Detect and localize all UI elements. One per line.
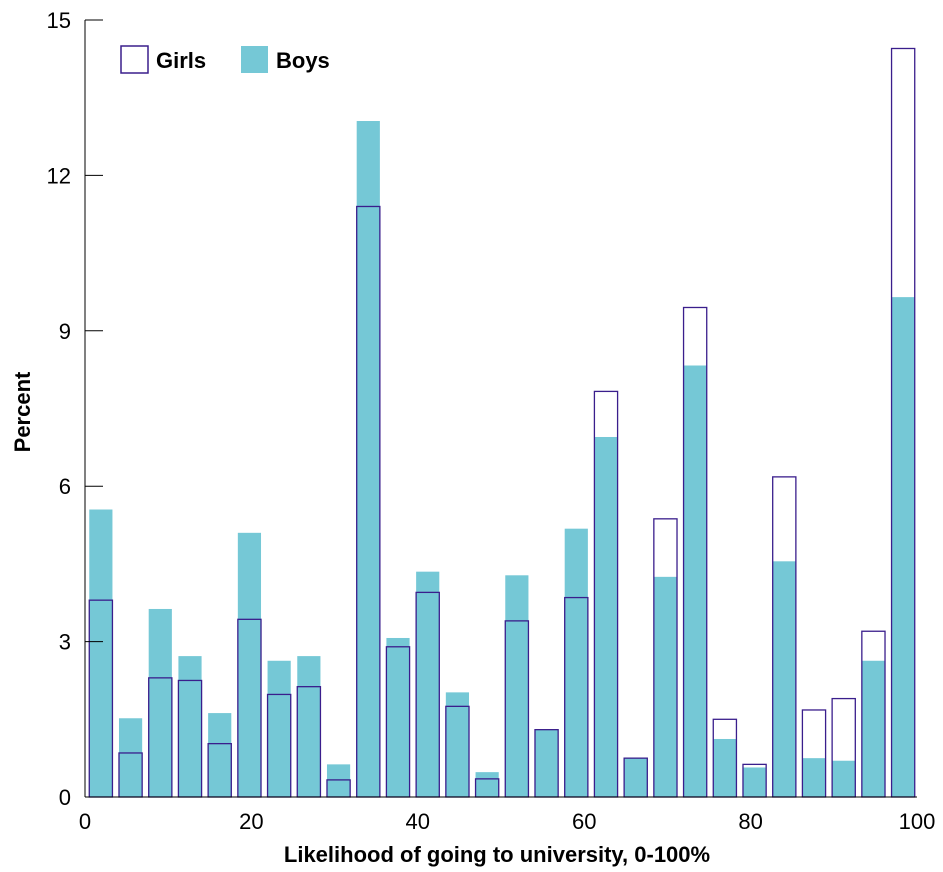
- x-tick-label: 100: [899, 809, 936, 834]
- bars-layer: [88, 47, 916, 798]
- tick-labels-layer: 0 3 6 9 12 15 0 20 40 60 80 100: [47, 8, 936, 834]
- bar-boys: [505, 575, 529, 797]
- bar-boys: [832, 760, 856, 797]
- bar-boys: [89, 509, 113, 797]
- bar-boys: [148, 608, 172, 797]
- legend-swatch-girls: [120, 45, 149, 74]
- x-tick-label: 40: [406, 809, 430, 834]
- bar-boys: [267, 660, 291, 797]
- x-axis-title: Likelihood of going to university, 0-100…: [284, 842, 710, 867]
- legend-swatch-boys: [241, 46, 268, 73]
- bar-boys: [356, 121, 380, 797]
- bar-boys: [386, 637, 410, 797]
- bar-boys: [237, 532, 262, 797]
- legend-label-girls: Girls: [156, 48, 206, 73]
- bar-boys: [653, 576, 678, 797]
- y-tick-label: 3: [59, 630, 71, 655]
- bar-boys: [891, 297, 915, 797]
- y-tick-label: 15: [47, 8, 71, 33]
- y-tick-label: 12: [47, 163, 71, 188]
- bar-boys: [416, 571, 440, 797]
- bar-boys: [772, 561, 796, 797]
- bar-boys: [742, 767, 767, 797]
- bar-boys: [297, 656, 321, 797]
- bar-boys: [713, 738, 737, 797]
- y-tick-label: 9: [59, 319, 71, 344]
- bar-boys: [208, 713, 232, 797]
- y-tick-label: 0: [59, 785, 71, 810]
- bar-boys: [178, 656, 202, 797]
- legend-label-boys: Boys: [276, 48, 330, 73]
- bar-boys: [564, 528, 588, 797]
- bar-boys: [326, 764, 351, 797]
- x-tick-label: 60: [572, 809, 596, 834]
- bar-boys: [475, 772, 499, 797]
- x-tick-label: 0: [79, 809, 91, 834]
- axes-layer: [84, 19, 917, 798]
- bar-boys: [683, 365, 707, 797]
- bar-boys: [802, 758, 826, 797]
- bar-boys: [118, 718, 143, 797]
- bar-boys: [624, 758, 648, 797]
- legend: Girls Boys: [120, 45, 330, 74]
- x-tick-label: 80: [738, 809, 762, 834]
- bar-boys: [861, 660, 886, 797]
- y-axis-title: Percent: [10, 371, 35, 452]
- bar-boys: [594, 436, 618, 797]
- bar-boys: [445, 692, 470, 797]
- bar-boys: [534, 729, 559, 797]
- y-tick-label: 6: [59, 474, 71, 499]
- x-tick-label: 20: [239, 809, 263, 834]
